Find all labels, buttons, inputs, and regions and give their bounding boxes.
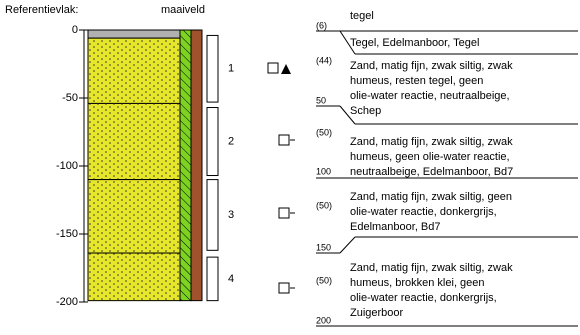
marker-label: (44) (316, 55, 332, 65)
description-line: Zuigerboor (350, 307, 404, 319)
description-line: olie-water reactie, neutraalbeige, (350, 90, 510, 102)
boring-log: Referentievlak: maaiveld 0 -50 -100 -150 -20… (0, 0, 580, 335)
y-tick-label: -150 (56, 228, 78, 240)
y-tick-label: -100 (56, 160, 78, 172)
marker-label: (50) (316, 275, 332, 285)
header-right: maaiveld (161, 4, 205, 16)
depth-label: 150 (316, 242, 331, 252)
description-line: humeus, brokken klei, geen (350, 277, 485, 289)
description-line: Zand, matig fijn, zwak siltig, zwak (350, 262, 513, 274)
marker-icon (268, 63, 278, 73)
soil-layer (88, 30, 180, 38)
y-tick-label: -200 (56, 296, 78, 308)
depth-label: (6) (316, 20, 327, 30)
marker-label: (50) (316, 200, 332, 210)
soil-dots (88, 253, 180, 301)
description-line: olie-water reactie, donkergrijs, (350, 292, 497, 304)
sample-label: 3 (228, 209, 234, 221)
marker-icon (279, 135, 289, 145)
marker-triangle (281, 64, 291, 74)
description-line: Zand, matig fijn, zwak siltig, geen (350, 191, 512, 203)
description-line: Zand, matig fijn, zwak siltig, zwak (350, 136, 513, 148)
sample-box (207, 257, 218, 301)
description-line: Tegel, Edelmanboor, Tegel (350, 37, 479, 49)
depth-label: 50 (316, 95, 326, 105)
sample-box (207, 35, 218, 102)
sample-label: 2 (228, 135, 234, 147)
soil-dots (88, 38, 180, 103)
y-tick-label: -50 (62, 92, 78, 104)
header-left: Referentievlak: (5, 4, 78, 16)
sample-box (207, 180, 218, 251)
description-line: neutraalbeige, Edelmanboor, Bd7 (350, 166, 513, 178)
connector (340, 237, 355, 253)
brown-strip (191, 30, 202, 301)
marker-icon (279, 283, 289, 293)
description-line: tegel (350, 10, 374, 22)
soil-dots (88, 103, 180, 179)
depth-label: 100 (316, 166, 331, 176)
description-line: humeus, geen olie-water reactie, (350, 151, 510, 163)
description-line: Edelmanboor, Bd7 (350, 221, 441, 233)
marker-icon (279, 208, 289, 218)
description-line: Zand, matig fijn, zwak siltig, zwak (350, 60, 513, 72)
marker-label: (50) (316, 127, 332, 137)
description-line: Schep (350, 105, 381, 117)
description-line: olie-water reactie, donkergrijs, (350, 206, 497, 218)
green-strip (180, 30, 191, 301)
sample-label: 1 (228, 63, 234, 75)
soil-dots (88, 180, 180, 253)
sample-box (207, 108, 218, 176)
sample-label: 4 (228, 273, 234, 285)
depth-label: 200 (316, 315, 331, 325)
y-tick-label: 0 (72, 24, 78, 36)
description-line: humeus, resten tegel, geen (350, 75, 483, 87)
